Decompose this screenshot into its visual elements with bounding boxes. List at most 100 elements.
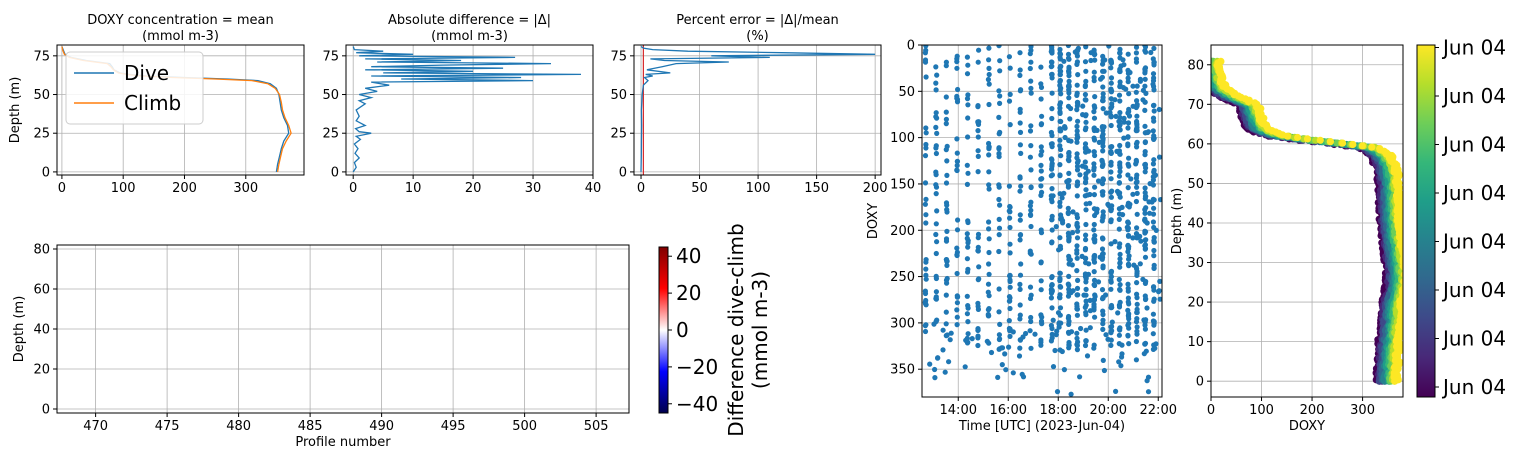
- scatter-point: [923, 196, 929, 202]
- scatter-point: [1108, 277, 1114, 283]
- scatter-point: [922, 50, 929, 56]
- scatter-point: [1006, 294, 1013, 300]
- scatter-point: [975, 327, 981, 333]
- scatter-point: [1091, 227, 1097, 233]
- scatter-point: [1125, 227, 1131, 233]
- scatter-point: [1092, 94, 1098, 100]
- panel-doxy_depth_time: 0 100 200 300 0 10 20 30 40 50 60 70 80 DOXY Depth (m): [1170, 44, 1404, 434]
- panel-title: Absolute difference = |Δ|: [388, 13, 551, 28]
- scatter-point: [1070, 288, 1076, 294]
- scatter-point: [1134, 190, 1140, 196]
- scatter-point: [922, 290, 929, 297]
- scatter-point: [955, 86, 961, 93]
- scatter-point: [1062, 134, 1068, 141]
- scatter-point: [1083, 286, 1089, 292]
- scatter-point: [1049, 90, 1055, 96]
- y-tick-label: 25: [610, 127, 627, 142]
- scatter-point: [1142, 162, 1148, 168]
- scatter-point: [975, 59, 981, 65]
- scatter-point: [1039, 321, 1045, 327]
- colorbar-tick-label: −20: [676, 355, 718, 379]
- scatter-point: [1117, 327, 1123, 333]
- scatter-point: [996, 88, 1002, 94]
- scatter-point: [1074, 268, 1080, 274]
- scatter-point: [1065, 223, 1071, 229]
- scatter-point: [1153, 227, 1159, 233]
- scatter-point: [1074, 182, 1081, 188]
- scatter-point: [1126, 113, 1133, 119]
- scatter-point: [1066, 64, 1072, 70]
- scatter-point: [1039, 113, 1045, 119]
- scatter-point: [1108, 65, 1114, 71]
- scatter-point: [944, 172, 950, 178]
- scatter-point: [964, 311, 971, 317]
- scatter-point: [1065, 210, 1071, 217]
- scatter-point: [1083, 237, 1089, 243]
- scatter-point: [923, 45, 929, 49]
- scatter-point: [1003, 367, 1009, 373]
- scatter-point: [1134, 184, 1140, 190]
- scatter-point: [1100, 106, 1106, 112]
- scatter-point: [1049, 288, 1055, 294]
- scatter-point: [1027, 128, 1034, 134]
- scatter-point: [975, 128, 981, 134]
- scatter-point: [1074, 53, 1080, 59]
- scatter-point: [1126, 91, 1132, 97]
- scatter-point: [1125, 51, 1131, 57]
- scatter-point: [1099, 74, 1105, 80]
- scatter-point: [984, 338, 990, 344]
- scatter-point: [944, 332, 950, 338]
- scatter-point: [1083, 298, 1089, 304]
- scatter-point: [1074, 235, 1081, 241]
- scatter-point: [1108, 219, 1114, 225]
- scatter-point: [997, 68, 1003, 74]
- y-tick-label: 25: [33, 127, 50, 142]
- legend: Dive Climb: [65, 51, 204, 125]
- scatter-point: [975, 134, 981, 140]
- y-tick-label: 40: [33, 323, 50, 338]
- x-tick-label: 300: [233, 181, 258, 196]
- y-tick-label: 70: [1187, 98, 1204, 113]
- scatter-point: [1075, 45, 1081, 51]
- scatter-point: [1018, 150, 1024, 156]
- scatter-point: [1116, 332, 1122, 338]
- scatter-point: [1053, 224, 1059, 230]
- panel-doxy_mean: 0 100 200 300 0 25 50 75 Depth (m) DOXY concentra…: [8, 13, 305, 196]
- scatter-point: [985, 76, 992, 83]
- scatter-point: [1028, 212, 1034, 218]
- scatter-point: [1027, 250, 1033, 256]
- scatter-point: [1032, 331, 1038, 337]
- scatter-point: [1050, 317, 1056, 323]
- scatter-point: [1091, 109, 1097, 115]
- x-tick-label: 505: [584, 419, 609, 434]
- scatter-point: [1038, 144, 1044, 150]
- scatter-point: [1065, 51, 1072, 57]
- scatter-point: [1144, 305, 1150, 311]
- scatter-point: [1028, 223, 1034, 230]
- scatter-point: [1049, 305, 1055, 311]
- scatter-point: [1038, 168, 1044, 174]
- scatter-point: [1142, 139, 1148, 145]
- scatter-point: [933, 64, 939, 70]
- scatter-point: [1057, 312, 1063, 318]
- scatter-point: [923, 74, 929, 80]
- scatter-point: [1142, 185, 1148, 191]
- scatter-point: [1065, 205, 1071, 211]
- scatter-point: [1016, 353, 1023, 359]
- scatter-point: [933, 110, 939, 116]
- scatter-point: [1151, 197, 1157, 203]
- scatter-point: [1074, 292, 1080, 298]
- scatter-point: [1018, 183, 1024, 189]
- scatter-point: [1151, 102, 1157, 108]
- scatter-point: [1078, 325, 1084, 332]
- scatter-point: [1151, 45, 1157, 52]
- scatter-point: [933, 296, 940, 302]
- scatter-point: [1117, 114, 1123, 121]
- scatter-point: [964, 54, 971, 60]
- scatter-point: [1116, 226, 1122, 232]
- scatter-point: [1057, 128, 1063, 134]
- panel-title: DOXY concentration = mean: [87, 13, 273, 28]
- scatter-point: [1054, 389, 1061, 395]
- scatter-point: [1142, 45, 1149, 50]
- scatter-point: [1109, 203, 1115, 209]
